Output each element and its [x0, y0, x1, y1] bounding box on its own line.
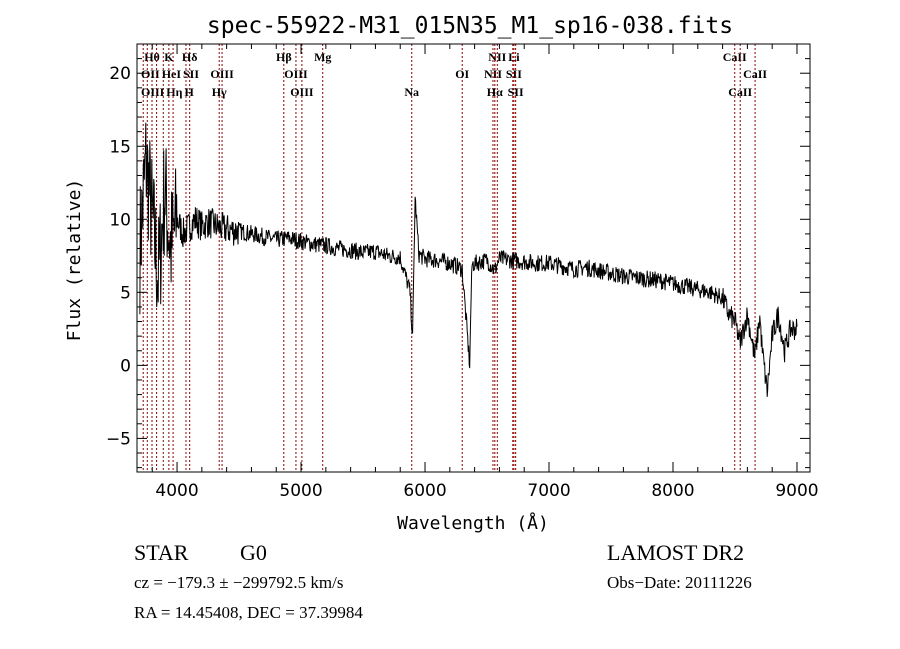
plot-frame [136, 43, 811, 473]
line-marker-label: Hδ [182, 50, 198, 64]
chart-title: spec-55922-M31_015N35_M1_sp16-038.fits [207, 13, 733, 39]
line-marker-label: CaII [723, 50, 747, 64]
line-marker-label: OIII [141, 85, 165, 99]
line-marker-label: NII [488, 50, 506, 64]
y-tick-label: 0 [120, 356, 131, 376]
redshift-cz: cz = −179.3 ± −299792.5 km/s [134, 573, 344, 592]
line-marker-label: H [185, 85, 195, 99]
line-marker-label: SII [508, 85, 524, 99]
y-tick-label: 10 [109, 210, 131, 230]
x-tick-label: 5000 [279, 481, 322, 501]
y-tick-label: 15 [109, 137, 131, 157]
coordinates: RA = 14.45408, DEC = 37.39984 [134, 603, 363, 622]
x-tick-label: 6000 [403, 481, 446, 501]
y-tick-label: −5 [106, 429, 131, 449]
line-marker-label: OIII [290, 85, 314, 99]
x-tick-label: 7000 [527, 481, 570, 501]
x-axis-label: Wavelength (Å) [397, 512, 549, 534]
line-marker-label: Mg [314, 50, 331, 64]
flux-series-line [139, 122, 798, 397]
line-marker-label: NII [484, 67, 502, 81]
line-marker-label: SII [183, 67, 199, 81]
line-marker-label: Hθ [144, 50, 160, 64]
line-marker-label: OIII [284, 67, 308, 81]
y-axis-label: Flux (relative) [64, 179, 85, 342]
line-marker-label: OII [141, 67, 160, 81]
obs-date: Obs−Date: 20111226 [607, 573, 752, 592]
x-tick-label: 9000 [775, 481, 818, 501]
x-tick-label: 4000 [155, 481, 198, 501]
survey-name: LAMOST DR2 [607, 540, 745, 565]
line-marker-label: Hγ [212, 85, 227, 99]
line-marker-label: Hα [487, 85, 503, 99]
line-marker-label: SII [506, 67, 522, 81]
axis-ticks: 4000 5000 6000 7000 8000 9000 −5 0 5 10 15 20 [106, 43, 819, 501]
line-marker-label: Hβ [276, 50, 292, 64]
x-tick-label: 8000 [651, 481, 694, 501]
line-marker-label: CaII [743, 67, 767, 81]
y-tick-label: 20 [109, 64, 131, 84]
y-tick-label: 5 [120, 283, 131, 303]
line-marker-label: HeI [162, 67, 182, 81]
line-marker-label: CaII [728, 85, 752, 99]
line-marker-label: K [164, 50, 174, 64]
line-marker-label: Hη [166, 85, 182, 99]
line-marker-label: Na [404, 85, 419, 99]
subclass: G0 [240, 540, 267, 565]
line-marker-label: OIII [210, 67, 234, 81]
line-marker-label: OI [455, 67, 469, 81]
object-type: STAR [134, 540, 189, 565]
